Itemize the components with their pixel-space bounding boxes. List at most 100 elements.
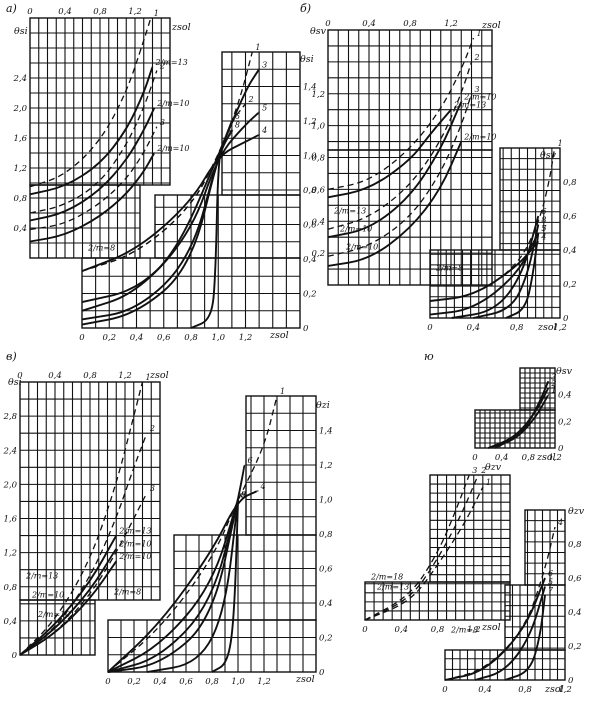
- chart-1-0-ytick-label: 0,4: [311, 217, 325, 227]
- chart-3-2-series-3-line: [504, 594, 546, 681]
- chart-1-0-series-3-line: [327, 108, 452, 199]
- chart-3-2-x-axis-label: zsol: [544, 684, 564, 695]
- chart-1-1-series-2-label: 5: [541, 224, 546, 233]
- chart-2-0-series-5-label: 2/m=10: [118, 552, 151, 561]
- chart-2-0-annotation-0: 2/m=13: [25, 572, 58, 581]
- chart-1-1-xtick-label: 0,8: [510, 323, 524, 333]
- chart-1-0-series-0-line: [327, 37, 475, 191]
- chart-0-1-grid-frame: [221, 51, 301, 196]
- chart-3-2-series-2-label: 6: [548, 569, 553, 578]
- chart-2-0-y-axis-label: θsi: [8, 377, 22, 388]
- chart-0-0-series-5-line: [29, 152, 156, 243]
- chart-2-0-ytick-label: 0: [12, 651, 18, 661]
- chart-2-0-annotation-2: 2/m=10: [37, 610, 70, 619]
- chart-2-1-annotation-0: 2/m=8: [113, 588, 141, 597]
- chart-2-0-xtick-label: 1,2: [118, 371, 132, 381]
- chart-2-1-series-4-label: 6: [248, 456, 253, 465]
- chart-0-1-ytick-label: 1,2: [303, 117, 317, 127]
- chart-3-0-ytick-label: 0: [558, 444, 564, 454]
- chart-1-0-xtick-label: 1,2: [444, 19, 458, 29]
- chart-3-1-annotation-1: 2/m=13: [376, 583, 409, 592]
- chart-0-1-series-0-line: [81, 51, 253, 272]
- chart-0-0-series-3-line: [29, 65, 154, 196]
- chart-0-0-ytick-label: 0,8: [13, 194, 27, 204]
- chart-1-0-x-axis-label: zsol: [481, 20, 501, 31]
- chart-3-2-series-2-line: [444, 577, 546, 681]
- chart-3-1-series-0-line: [364, 486, 484, 621]
- chart-1-0-annotation-0: 2/m=13: [333, 207, 366, 216]
- chart-3-1-xtick-label: 0: [362, 625, 368, 635]
- chart-0-1-series-6-label: 7: [228, 129, 234, 138]
- chart-2-1-xtick-label: 1,2: [257, 677, 271, 687]
- chart-2-1-ytick-label: 0,8: [319, 530, 333, 540]
- chart-2-1-series-1-line: [107, 498, 239, 673]
- chart-3-2-annotation-0: 2/m=8: [450, 625, 478, 634]
- chart-0-0-y-axis-label: θsi: [14, 26, 28, 37]
- chart-2-1-series-1-label: 3: [241, 491, 246, 500]
- chart-0-0-series-1-line: [29, 70, 158, 214]
- chart-3-0-series-1-label: 2: [550, 379, 556, 388]
- chart-1-1-grid-frame: [499, 147, 561, 251]
- chart-1-0-series-2-line: [327, 93, 473, 257]
- chart-2-1-ytick-label: 0,6: [319, 565, 333, 575]
- chart-3-2-xtick-label: 1,2: [558, 685, 572, 695]
- chart-3-1-series-1-label: 2: [480, 466, 486, 475]
- chart-2-0-xtick-label: 0,4: [48, 371, 62, 381]
- chart-1-1-ytick-label: 0,2: [563, 280, 577, 290]
- chart-2-1-ytick-label: 1,2: [319, 461, 333, 471]
- chart-1-0-series-4-line: [327, 100, 463, 239]
- chart-0-1-ytick-label: 0,2: [303, 290, 317, 300]
- chart-0-0-series-3-label: 2/m=13: [155, 58, 188, 67]
- chart-0-1-annotation-0: 2/m=8: [87, 244, 115, 253]
- chart-0-1-series-1-label: 2: [248, 95, 254, 104]
- chart-2-1-ytick-label: 1,0: [319, 496, 333, 506]
- chart-1-1-ytick-label: 0,6: [563, 212, 577, 222]
- chart-3-2-y-axis-label: θzv: [568, 506, 585, 517]
- chart-2-0-series-3-label: 2/m=13: [118, 527, 151, 536]
- chart-1-0-annotation-1: 2/m=10: [339, 224, 372, 233]
- chart-3-0-series-2-line: [494, 380, 550, 449]
- chart-2-1-xtick-label: 0,8: [205, 677, 219, 687]
- chart-1-1-xtick-label: 0: [427, 323, 433, 333]
- chart-1-1-series-4-line: [505, 232, 540, 319]
- panel-label-b: б): [300, 2, 311, 15]
- chart-3-2-series-3-label: 7: [548, 586, 554, 595]
- chart-2-0-series-1-label: 2: [149, 424, 155, 433]
- chart-0-1-series-3-line: [81, 133, 261, 272]
- chart-2-1-xtick-label: 0: [105, 677, 111, 687]
- chart-3-0-y-axis-label: θsv: [556, 366, 573, 377]
- chart-2-0-x-axis-label: zsol: [149, 370, 169, 381]
- chart-3-2-series-0-line: [444, 526, 556, 681]
- chart-2-1-ytick-label: 1,4: [319, 427, 333, 437]
- chart-2-1-series-3-line: [107, 499, 239, 673]
- chart-1-0-series-2-label: 3: [475, 85, 480, 94]
- chart-1-1-y-axis-label: θsv: [540, 150, 557, 161]
- chart-1-0-ytick-label: 0,6: [311, 185, 325, 195]
- chart-2-0-series-2-label: 3: [150, 484, 155, 493]
- chart-3-2-ytick-label: 0,4: [568, 608, 582, 618]
- chart-2-1-series-3-label: 5: [241, 491, 246, 500]
- chart-0-1-series-7-line: [81, 129, 233, 321]
- chart-2-1-series-6-label: 8: [241, 491, 246, 500]
- chart-1-0-xtick-label: 0: [325, 19, 331, 29]
- chart-2-1-series-4-line: [107, 464, 246, 673]
- chart-3-2-series-1-line: [474, 586, 546, 681]
- chart-2-0-ytick-label: 2,4: [2, 446, 17, 456]
- chart-0-1-series-4-line: [81, 111, 261, 312]
- chart-0-1-x-axis-label: zsol: [269, 330, 289, 341]
- chart-0-1-series-2-line: [81, 68, 261, 304]
- chart-0-0-ytick-label: 1,6: [13, 134, 27, 144]
- chart-1-0-ytick-label: 1,0: [311, 122, 325, 132]
- chart-3-1-xtick-label: 0,8: [431, 625, 445, 635]
- chart-1-1-x-axis-label: zsol: [537, 322, 557, 333]
- chart-3-2-xtick-label: 0,8: [518, 685, 532, 695]
- chart-3-0-ytick-label: 0,2: [558, 417, 572, 427]
- chart-1-0-series-3-label: 2/m=13: [453, 101, 486, 110]
- chart-2-1-series-5-label: 7: [241, 491, 247, 500]
- chart-2-0-ytick-label: 2,0: [2, 480, 17, 490]
- chart-3-2-series-1-label: 5: [548, 578, 553, 587]
- chart-2-1-series-6-line: [146, 499, 239, 673]
- chart-3-0-xtick-label: 0,4: [495, 453, 509, 463]
- chart-0-1-xtick-label: 0,2: [102, 333, 116, 343]
- chart-1-1-ytick-label: 0,4: [563, 246, 577, 256]
